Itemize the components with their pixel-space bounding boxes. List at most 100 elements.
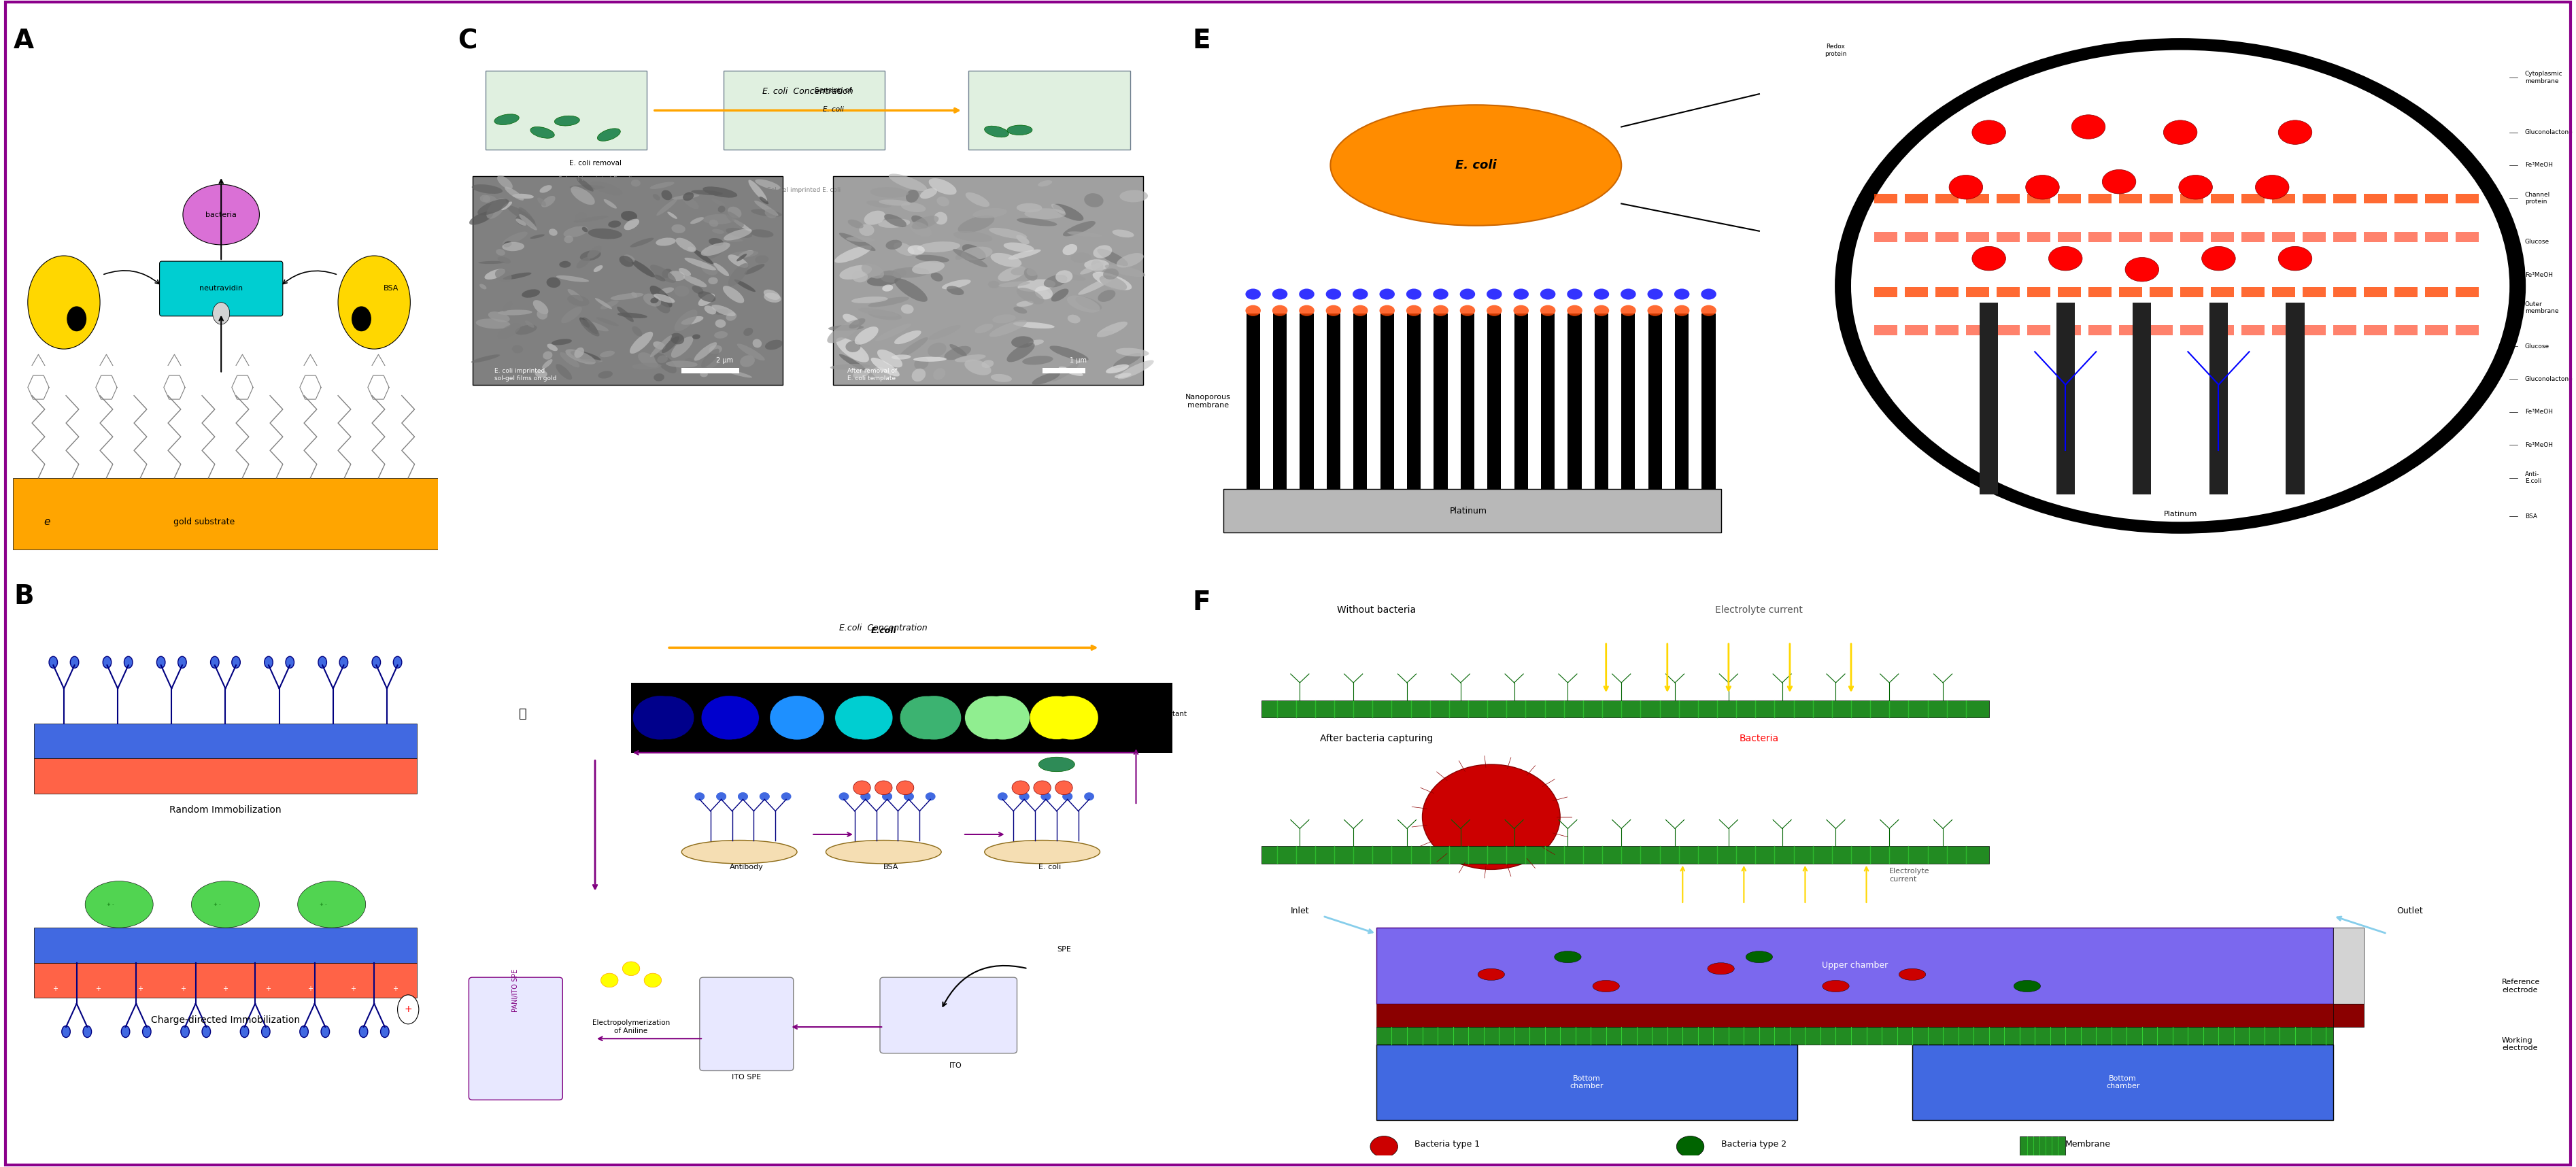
Ellipse shape <box>577 257 590 268</box>
Ellipse shape <box>580 320 608 331</box>
Ellipse shape <box>662 190 672 201</box>
Ellipse shape <box>765 209 778 218</box>
Ellipse shape <box>623 254 634 263</box>
Text: Antibody: Antibody <box>729 864 762 871</box>
Ellipse shape <box>945 345 971 359</box>
Ellipse shape <box>1028 340 1043 345</box>
Ellipse shape <box>984 126 1010 138</box>
Ellipse shape <box>1095 331 1113 336</box>
Text: Fe³MeOH: Fe³MeOH <box>2524 272 2553 278</box>
Ellipse shape <box>564 226 587 237</box>
Ellipse shape <box>760 196 768 204</box>
Ellipse shape <box>1072 252 1092 263</box>
Ellipse shape <box>654 300 670 313</box>
Ellipse shape <box>654 342 665 350</box>
Circle shape <box>760 792 770 801</box>
Ellipse shape <box>716 320 726 328</box>
FancyBboxPatch shape <box>484 71 647 149</box>
Ellipse shape <box>894 330 922 344</box>
Ellipse shape <box>999 281 1030 287</box>
Circle shape <box>1432 305 1448 316</box>
Ellipse shape <box>670 333 685 344</box>
Ellipse shape <box>744 328 752 336</box>
Ellipse shape <box>1018 279 1056 292</box>
Ellipse shape <box>631 292 636 298</box>
Ellipse shape <box>840 233 876 251</box>
Ellipse shape <box>698 293 716 306</box>
Ellipse shape <box>497 175 513 189</box>
Ellipse shape <box>840 348 866 362</box>
Text: +: + <box>137 986 144 992</box>
Circle shape <box>1033 781 1051 795</box>
Circle shape <box>1273 288 1288 300</box>
Bar <box>683 369 739 373</box>
Ellipse shape <box>840 696 894 740</box>
Ellipse shape <box>683 840 796 864</box>
Bar <box>2241 287 2264 296</box>
Bar <box>1981 302 1999 495</box>
Ellipse shape <box>1033 372 1061 385</box>
Ellipse shape <box>708 277 719 285</box>
Text: E. coli: E. coli <box>1038 864 1061 871</box>
Ellipse shape <box>701 371 708 377</box>
Circle shape <box>1056 781 1072 795</box>
Bar <box>2179 287 2202 296</box>
Ellipse shape <box>853 271 868 282</box>
Ellipse shape <box>654 352 677 373</box>
Ellipse shape <box>755 201 778 216</box>
Bar <box>2058 232 2081 242</box>
Ellipse shape <box>938 196 951 207</box>
Circle shape <box>1700 288 1716 300</box>
Ellipse shape <box>930 179 956 195</box>
Ellipse shape <box>1113 352 1141 369</box>
Bar <box>1435 314 1448 489</box>
Ellipse shape <box>515 218 526 225</box>
Ellipse shape <box>667 271 685 281</box>
Circle shape <box>1061 792 1072 801</box>
Circle shape <box>1540 305 1556 316</box>
Ellipse shape <box>703 187 737 197</box>
Circle shape <box>1020 792 1030 801</box>
Ellipse shape <box>1064 221 1095 236</box>
Bar <box>2020 1137 2066 1155</box>
Ellipse shape <box>1113 230 1133 238</box>
Bar <box>1376 1044 1798 1120</box>
Ellipse shape <box>992 314 1015 323</box>
Ellipse shape <box>649 265 675 282</box>
Ellipse shape <box>708 345 721 354</box>
Text: Upper chamber: Upper chamber <box>1821 962 1888 970</box>
Ellipse shape <box>1007 343 1036 362</box>
Ellipse shape <box>693 334 701 340</box>
Circle shape <box>737 792 747 801</box>
Text: Platinum: Platinum <box>2164 511 2197 518</box>
Bar <box>2210 194 2233 203</box>
Ellipse shape <box>667 211 677 219</box>
Text: Bacteria type 1: Bacteria type 1 <box>1414 1140 1481 1148</box>
Text: E: E <box>1193 28 1211 54</box>
Ellipse shape <box>562 260 567 265</box>
Ellipse shape <box>909 222 933 237</box>
Ellipse shape <box>1005 243 1033 252</box>
Ellipse shape <box>829 364 871 370</box>
Ellipse shape <box>683 275 706 287</box>
Ellipse shape <box>708 238 724 246</box>
Bar <box>2303 326 2326 335</box>
Ellipse shape <box>672 336 693 358</box>
Ellipse shape <box>649 335 672 357</box>
Ellipse shape <box>912 216 938 230</box>
Bar <box>1406 314 1422 489</box>
Circle shape <box>1370 1137 1399 1158</box>
Ellipse shape <box>518 214 536 230</box>
Ellipse shape <box>631 363 662 370</box>
Ellipse shape <box>564 349 595 364</box>
Text: Outer
membrane: Outer membrane <box>2524 301 2558 314</box>
Ellipse shape <box>930 272 943 281</box>
Circle shape <box>1486 305 1502 316</box>
Ellipse shape <box>927 343 945 357</box>
Ellipse shape <box>595 298 613 309</box>
Text: + -: + - <box>214 902 222 907</box>
Bar <box>1649 314 1662 489</box>
Bar <box>1935 194 1958 203</box>
Ellipse shape <box>1821 980 1850 992</box>
Text: +: + <box>180 986 185 992</box>
